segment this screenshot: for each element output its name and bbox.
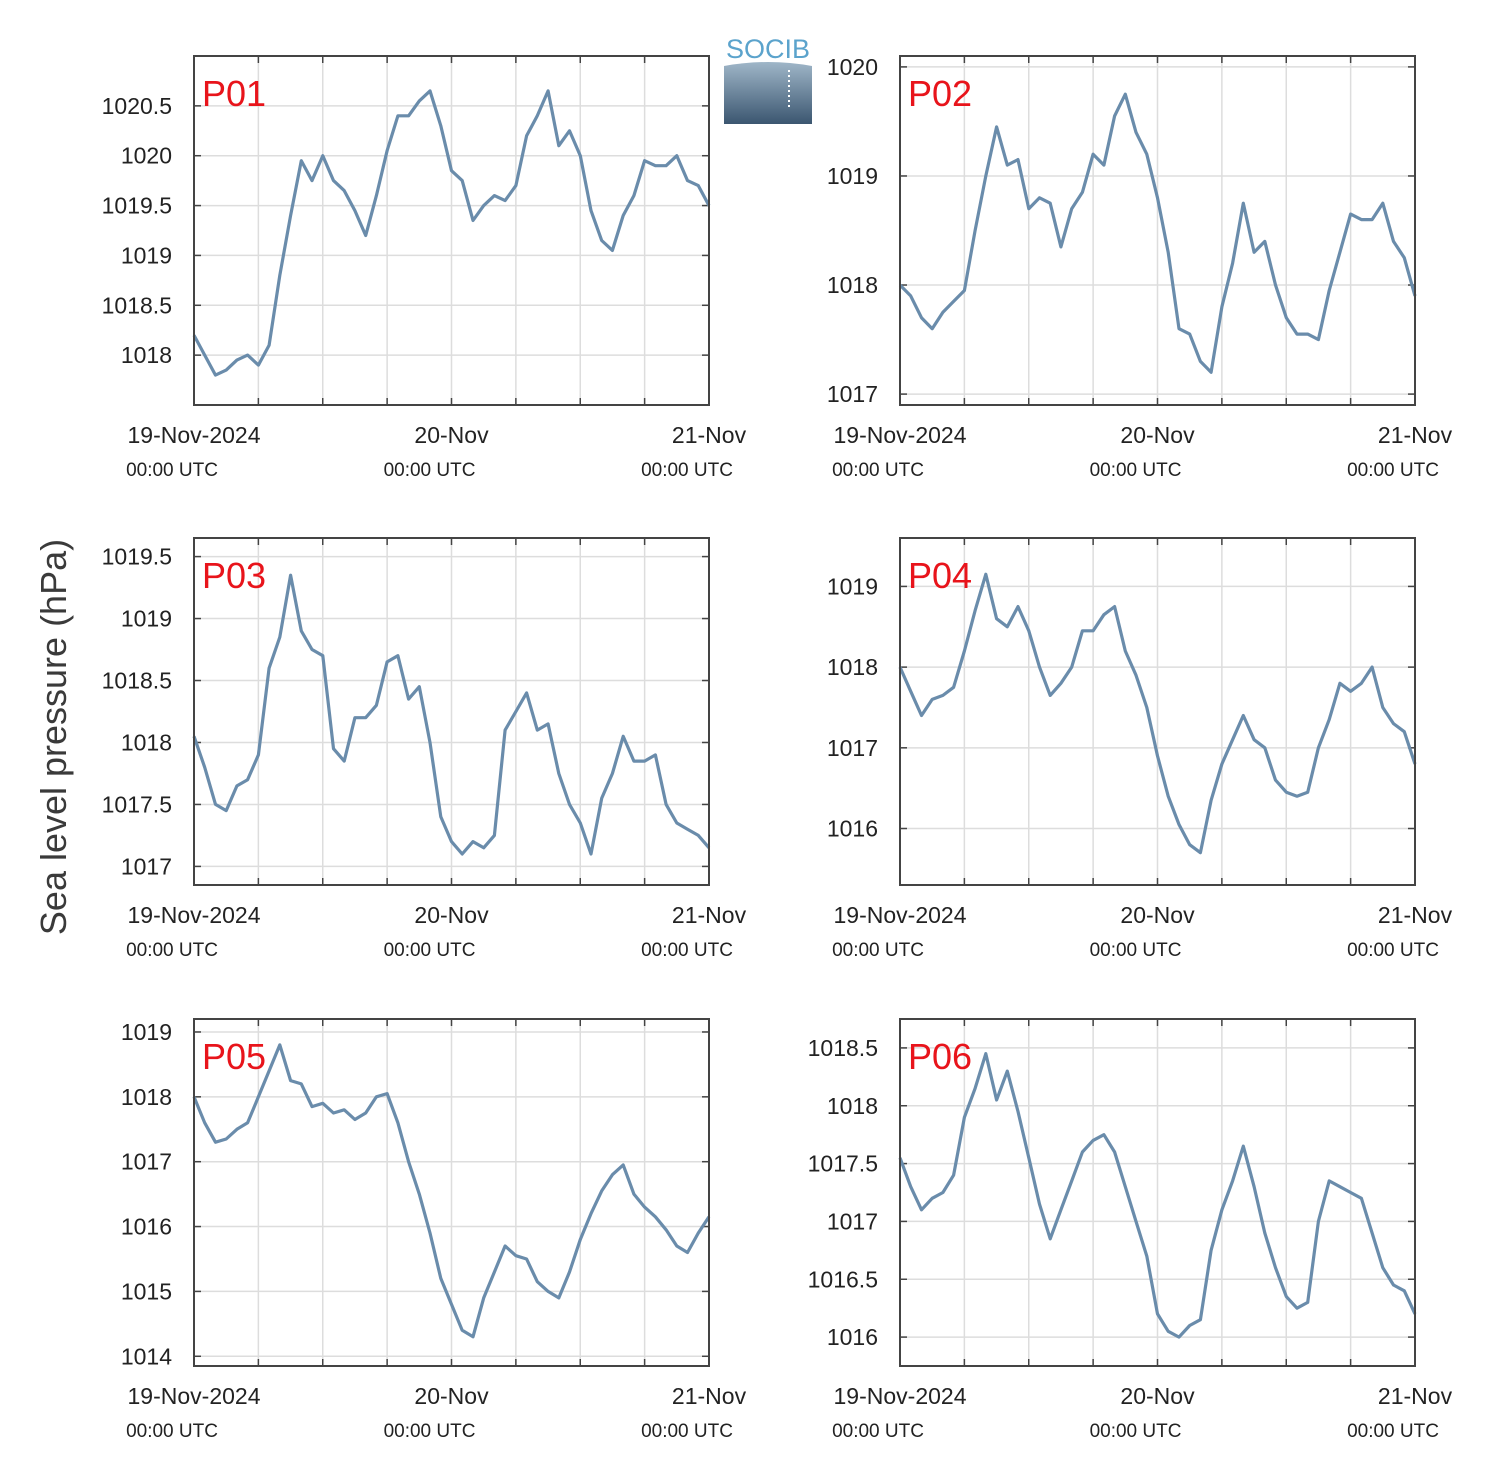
x-tick-label: 20-Nov <box>1120 902 1195 928</box>
panel-label: P01 <box>202 73 266 114</box>
x-tick-label: 19-Nov-2024 <box>834 422 967 448</box>
x-tick-sublabel: 00:00 UTC <box>126 1421 218 1442</box>
y-tick-label: 1017 <box>827 735 878 761</box>
x-tick-sublabel: 00:00 UTC <box>384 940 476 961</box>
y-tick-label: 1017 <box>827 381 878 407</box>
y-tick-label: 1019 <box>827 163 878 189</box>
x-tick-label: 21-Nov <box>1378 902 1453 928</box>
series-line <box>192 1043 711 1339</box>
x-tick-sublabel: 00:00 UTC <box>832 460 924 481</box>
x-tick-label: 21-Nov <box>1378 1383 1453 1409</box>
socib-logo: SOCIB <box>724 34 812 124</box>
x-tick-label: 19-Nov-2024 <box>128 902 261 928</box>
y-tick-label: 1019.5 <box>102 193 172 219</box>
y-tick-label: 1019 <box>827 573 878 599</box>
panel-p01: 1018 1018.5 1019 1019.5 1020 1020.5 19-Nov-202… <box>102 55 747 481</box>
y-tick-label: 1020 <box>827 54 878 80</box>
panels: 1018 1018.5 1019 1019.5 1020 1020.5 19-Nov-202… <box>102 54 1453 1442</box>
y-tick-label: 1019 <box>121 606 172 632</box>
x-tick-sublabel: 00:00 UTC <box>832 940 924 961</box>
x-tick-sublabel: 00:00 UTC <box>641 460 733 481</box>
y-tick-label: 1018 <box>827 272 878 298</box>
x-tick-label: 19-Nov-2024 <box>834 902 967 928</box>
y-tick-label: 1018 <box>121 1084 172 1110</box>
x-tick-label: 20-Nov <box>1120 422 1195 448</box>
y-axis-label: Sea level pressure (hPa) <box>33 539 74 935</box>
panel-label: P06 <box>908 1036 972 1077</box>
x-tick-sublabel: 00:00 UTC <box>1090 1421 1182 1442</box>
x-tick-label: 20-Nov <box>414 422 489 448</box>
y-tick-label: 1017.5 <box>808 1151 878 1177</box>
y-tick-label: 1017.5 <box>102 791 172 817</box>
x-tick-label: 20-Nov <box>414 902 489 928</box>
panel-p03: 1017 1017.5 1018 1018.5 1019 1019.5 19-Nov-202… <box>102 537 747 961</box>
series-line <box>898 572 1417 855</box>
panel-label: P03 <box>202 555 266 596</box>
y-tick-label: 1018 <box>121 729 172 755</box>
y-tick-label: 1014 <box>121 1343 172 1369</box>
y-tick-label: 1019.5 <box>102 544 172 570</box>
y-tick-label: 1018 <box>827 654 878 680</box>
panel-p02: 1017 1018 1019 1020 19-Nov-2024 00:00 UTC 20-N… <box>827 54 1453 481</box>
x-tick-sublabel: 00:00 UTC <box>1347 1421 1439 1442</box>
y-tick-label: 1020 <box>121 143 172 169</box>
y-tick-label: 1018 <box>827 1093 878 1119</box>
y-tick-label: 1018.5 <box>808 1035 878 1061</box>
series-line <box>192 89 711 377</box>
x-tick-label: 20-Nov <box>1120 1383 1195 1409</box>
panel-p06: 1016 1016.5 1017 1017.5 1018 1018.5 19-Nov-202… <box>808 1018 1453 1442</box>
series-line <box>898 1052 1417 1339</box>
axes-frame <box>193 55 710 406</box>
y-tick-label: 1016 <box>827 1324 878 1350</box>
x-tick-sublabel: 00:00 UTC <box>832 1421 924 1442</box>
x-tick-label: 19-Nov-2024 <box>128 1383 261 1409</box>
x-tick-sublabel: 00:00 UTC <box>1347 940 1439 961</box>
x-tick-sublabel: 00:00 UTC <box>384 1421 476 1442</box>
y-tick-label: 1020.5 <box>102 93 172 119</box>
y-tick-label: 1019 <box>121 242 172 268</box>
x-tick-sublabel: 00:00 UTC <box>126 460 218 481</box>
series-line <box>898 92 1417 374</box>
axes-frame <box>899 55 1416 406</box>
x-tick-label: 19-Nov-2024 <box>128 422 261 448</box>
axes-frame <box>899 1018 1416 1367</box>
y-tick-label: 1016 <box>121 1214 172 1240</box>
y-tick-label: 1016 <box>827 816 878 842</box>
x-tick-label: 20-Nov <box>414 1383 489 1409</box>
y-tick-label: 1018 <box>121 342 172 368</box>
panel-label: P02 <box>908 73 972 114</box>
y-tick-label: 1016.5 <box>808 1266 878 1292</box>
x-tick-sublabel: 00:00 UTC <box>1090 940 1182 961</box>
logo-text: SOCIB <box>726 34 810 64</box>
x-tick-sublabel: 00:00 UTC <box>1347 460 1439 481</box>
x-tick-sublabel: 00:00 UTC <box>384 460 476 481</box>
series-line <box>192 573 711 856</box>
x-tick-sublabel: 00:00 UTC <box>126 940 218 961</box>
x-tick-label: 21-Nov <box>672 422 747 448</box>
x-tick-sublabel: 00:00 UTC <box>641 1421 733 1442</box>
x-tick-sublabel: 00:00 UTC <box>641 940 733 961</box>
panel-label: P05 <box>202 1036 266 1077</box>
y-tick-label: 1019 <box>121 1019 172 1045</box>
axes-frame <box>193 1018 710 1367</box>
y-tick-label: 1015 <box>121 1278 172 1304</box>
axes-frame <box>193 537 710 886</box>
y-tick-label: 1017 <box>827 1208 878 1234</box>
x-tick-label: 19-Nov-2024 <box>834 1383 967 1409</box>
y-tick-label: 1018.5 <box>102 292 172 318</box>
y-tick-label: 1017 <box>121 1149 172 1175</box>
axes-frame <box>899 537 1416 886</box>
x-tick-sublabel: 00:00 UTC <box>1090 460 1182 481</box>
panel-label: P04 <box>908 555 972 596</box>
x-tick-label: 21-Nov <box>672 902 747 928</box>
y-tick-label: 1017 <box>121 853 172 879</box>
logo-wave <box>724 62 812 124</box>
x-tick-label: 21-Nov <box>1378 422 1453 448</box>
panel-p05: 1014 1015 1016 1017 1018 1019 19-Nov-2024 00:00… <box>121 1018 747 1442</box>
x-tick-label: 21-Nov <box>672 1383 747 1409</box>
y-tick-label: 1018.5 <box>102 668 172 694</box>
panel-p04: 1016 1017 1018 1019 19-Nov-2024 00:00 UTC 20-N… <box>827 537 1453 961</box>
